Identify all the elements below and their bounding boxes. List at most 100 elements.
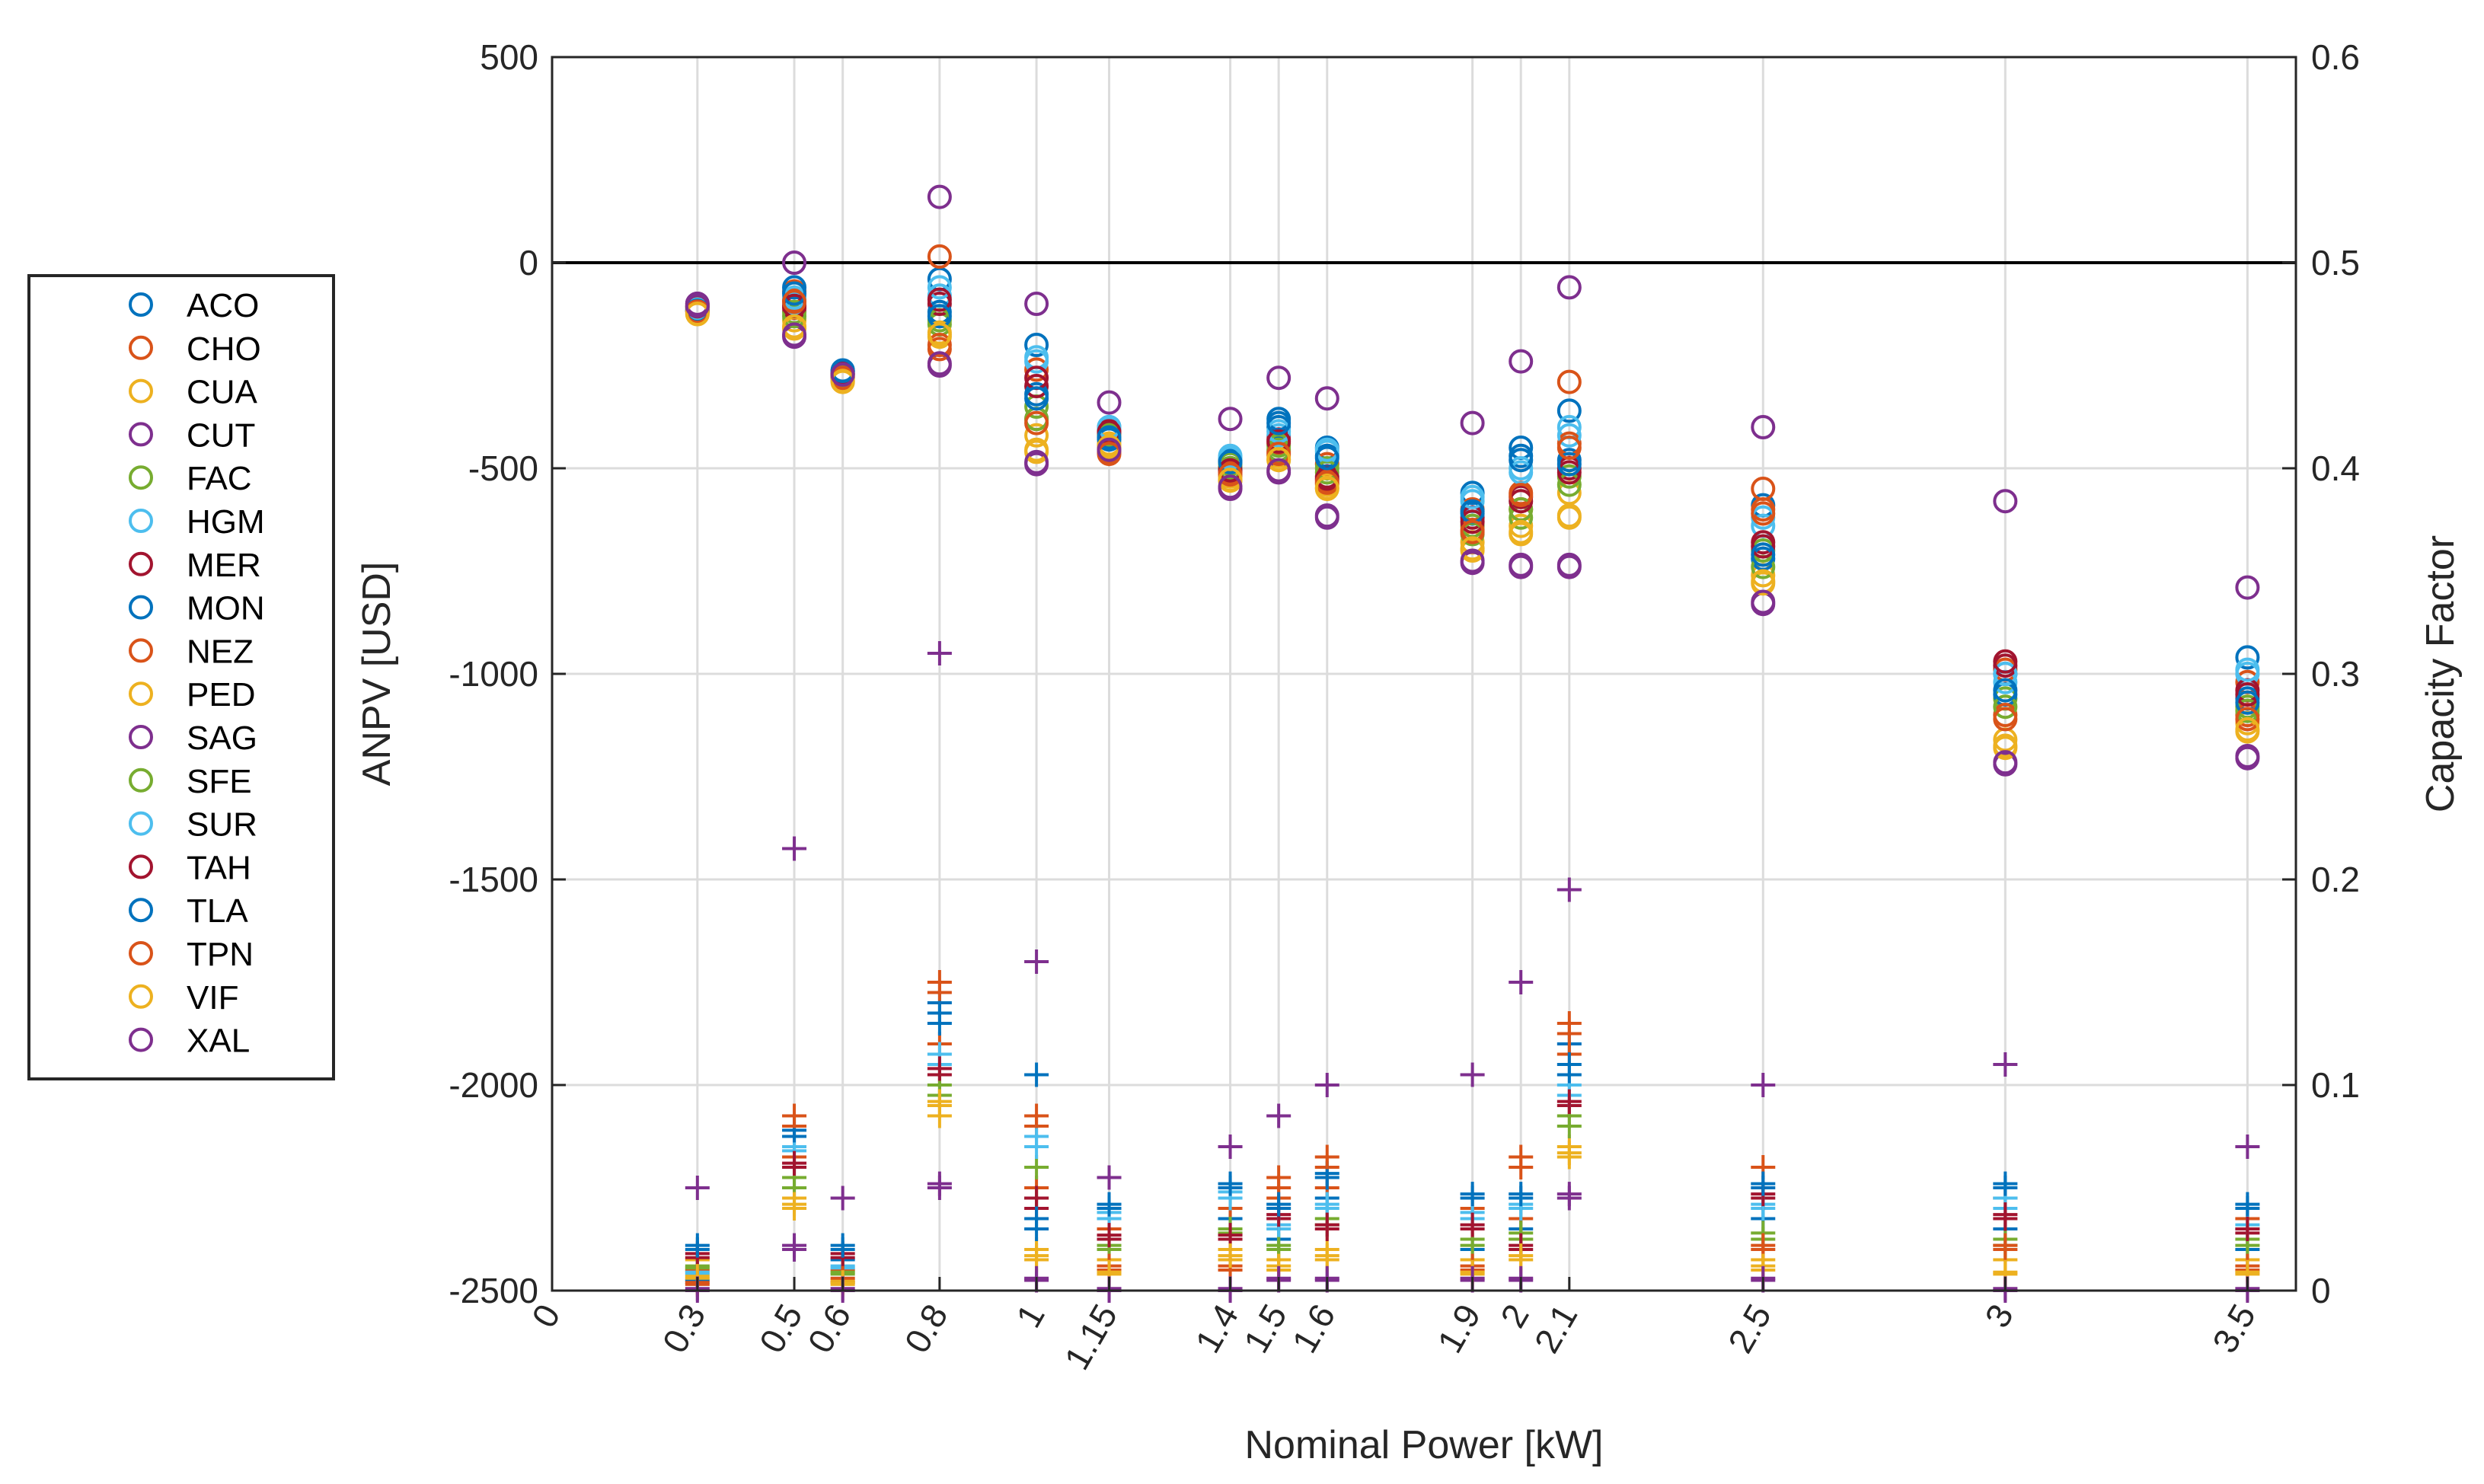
- legend-marker: [129, 725, 153, 749]
- cf-marker-tla: [1509, 1182, 1534, 1207]
- legend-item-mon: MON: [129, 590, 265, 627]
- anpv-marker-tla: [1266, 410, 1291, 436]
- legend-label: PED: [187, 676, 255, 713]
- cf-marker-tla: [1024, 1206, 1049, 1231]
- anpv-marker-sag: [1097, 390, 1122, 415]
- legend-item-fac: FAC: [129, 460, 252, 497]
- anpv-marker-sur: [2235, 657, 2260, 682]
- anpv-marker-vif: [1460, 536, 1485, 561]
- legend-marker: [129, 551, 153, 576]
- anpv-marker-tla: [1024, 386, 1049, 411]
- cf-marker-tla: [927, 1001, 952, 1026]
- cf-marker-sag: [1556, 877, 1582, 902]
- anpv-marker-tla: [1509, 448, 1534, 473]
- anpv-marker-sag: [782, 251, 807, 275]
- cf-marker-vif: [1314, 1243, 1339, 1269]
- anpv-marker-tah: [1556, 460, 1582, 485]
- anpv-marker-vif: [1218, 468, 1243, 493]
- legend-item-mer: MER: [129, 547, 261, 584]
- anpv-marker-xal: [1024, 449, 1049, 474]
- anpv-marker-xal: [1460, 548, 1485, 573]
- cf-marker-tah: [2235, 1217, 2260, 1241]
- legend-label: ACO: [187, 287, 259, 324]
- anpv-marker-vif: [927, 322, 952, 347]
- legend-marker: [129, 1027, 153, 1052]
- cf-marker-vif: [1024, 1243, 1049, 1269]
- y-left-axis-label: ANPV [USD]: [355, 562, 399, 787]
- legend-item-tla: TLA: [129, 892, 248, 930]
- cf-marker-tpn: [1751, 1233, 1776, 1258]
- anpv-marker-tpn: [1751, 501, 1776, 526]
- cf-marker-sag: [685, 1176, 710, 1200]
- legend-marker: [129, 509, 153, 533]
- anpv-marker-sag: [1218, 407, 1243, 432]
- y-right-axis-ticks: 0.6 0.5 0.4 0.3 0.2 0.1 0: [2282, 37, 2360, 1310]
- y-left-tick-label: -2000: [449, 1065, 538, 1105]
- anpv-marker-vif: [1509, 519, 1534, 544]
- anpv-marker-vif: [782, 314, 807, 339]
- anpv-marker-sag: [927, 184, 952, 209]
- anpv-marker-sfe: [2235, 698, 2260, 723]
- y-left-tick-label: -1500: [449, 860, 538, 899]
- cf-marker-tla: [1993, 1171, 2018, 1196]
- cf-marker-sur: [1024, 1124, 1049, 1149]
- cf-marker-tah: [782, 1150, 807, 1176]
- anpv-marker-vif: [2235, 716, 2260, 742]
- cf-marker-sag: [1314, 1073, 1339, 1097]
- anpv-marker-cho: [1024, 357, 1049, 382]
- anpv-marker-xal: [1509, 552, 1534, 577]
- y-left-tick-label: 500: [480, 37, 538, 77]
- anpv-marker-sag: [2235, 575, 2260, 600]
- anpv-marker-cho: [1556, 369, 1582, 394]
- cf-marker-tpn: [1556, 1011, 1582, 1036]
- cf-marker-xal: [927, 1171, 952, 1196]
- anpv-marker-vif: [1024, 437, 1049, 462]
- cf-marker-tla: [1556, 1052, 1582, 1077]
- legend-marker: [129, 638, 153, 663]
- cf-marker-sfe: [1556, 1114, 1582, 1138]
- cf-marker-tla: [830, 1233, 855, 1258]
- anpv-marker-cua: [1509, 513, 1534, 538]
- cf-marker-tla: [1460, 1182, 1485, 1207]
- anpv-marker-aco: [1024, 333, 1049, 357]
- anpv-marker-vif: [1266, 447, 1291, 472]
- anpv-marker-tla: [1314, 445, 1339, 471]
- anpv-marker-xal: [1266, 458, 1291, 483]
- anpv-marker-tla: [927, 304, 952, 329]
- anpv-marker-tpn: [782, 289, 807, 314]
- anpv-marker-tpn: [1509, 483, 1534, 508]
- anpv-marker-tla: [782, 281, 807, 306]
- legend-label: SFE: [187, 763, 252, 800]
- anpv-marker-sag: [1993, 489, 2018, 514]
- cf-marker-aco: [1024, 1062, 1049, 1087]
- y-left-tick-label: 0: [519, 243, 538, 282]
- anpv-marker-xal: [1993, 750, 2018, 775]
- anpv-marker-cho: [927, 244, 952, 269]
- legend-marker: [129, 465, 153, 490]
- legend-marker: [129, 941, 153, 965]
- cf-marker-tah: [1218, 1223, 1243, 1248]
- legend-item-cho: CHO: [129, 330, 261, 368]
- legend-label: CUA: [187, 374, 258, 411]
- anpv-marker-sur: [1024, 349, 1049, 374]
- legend-item-xal: XAL: [129, 1023, 250, 1060]
- cf-marker-tla: [1266, 1192, 1291, 1217]
- cf-marker-sag: [830, 1186, 855, 1211]
- legend-item-nez: NEZ: [129, 633, 254, 670]
- anpv-marker-xal: [830, 362, 855, 387]
- legend-label: SUR: [187, 806, 257, 844]
- cf-marker-vif: [1556, 1141, 1582, 1166]
- anpv-marker-tah: [1460, 509, 1485, 535]
- anpv-marker-xal: [782, 322, 807, 347]
- legend-item-tpn: TPN: [129, 936, 254, 973]
- anpv-marker-sag: [1314, 386, 1339, 411]
- anpv-marker-mon: [782, 275, 807, 300]
- legend-marker: [129, 595, 153, 620]
- cf-marker-vif: [782, 1192, 807, 1217]
- anpv-marker-tah: [2235, 682, 2260, 707]
- anpv-marker-sur: [927, 275, 952, 300]
- cf-marker-sfe: [1266, 1233, 1291, 1258]
- anpv-marker-tpn: [927, 337, 952, 362]
- anpv-marker-sur: [1993, 662, 2018, 686]
- anpv-marker-tpn: [1024, 410, 1049, 436]
